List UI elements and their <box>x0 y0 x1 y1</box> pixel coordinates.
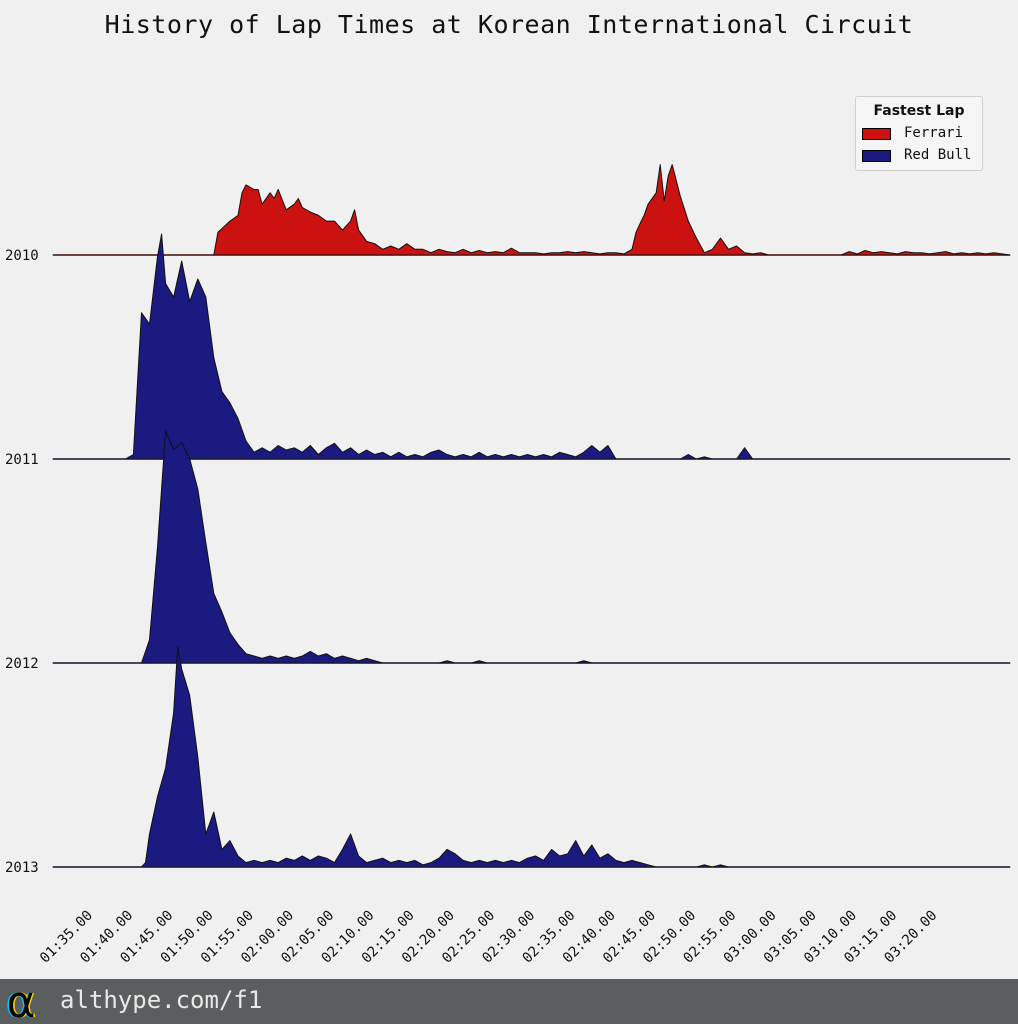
y-label-2012: 2012 <box>5 656 39 672</box>
svg-text:α: α <box>5 979 34 1024</box>
legend-label-ferrari: Ferrari <box>904 125 964 141</box>
area-2013 <box>52 646 1011 868</box>
legend-swatch-red-bull <box>862 150 891 162</box>
area-2012 <box>52 430 1011 664</box>
ridgeline-chart: 201020112012201301:35.0001:40.0001:45.00… <box>5 164 1011 967</box>
y-label-2011: 2011 <box>5 452 39 468</box>
legend: Fastest Lap Ferrari Red Bull <box>855 96 983 171</box>
althype-logo-icon: α α α <box>5 979 37 1024</box>
chart-title: History of Lap Times at Korean Internati… <box>104 10 914 39</box>
footer-bar: α α α althype.com/f1 <box>0 979 1018 1024</box>
area-2011 <box>52 233 1011 460</box>
svg-text:α: α <box>7 979 36 1024</box>
legend-label-red-bull: Red Bull <box>904 147 972 163</box>
legend-swatch-ferrari <box>862 128 891 140</box>
y-label-2010: 2010 <box>5 248 39 264</box>
legend-title: Fastest Lap <box>873 103 965 119</box>
area-2010 <box>52 164 1011 256</box>
y-label-2013: 2013 <box>5 860 39 876</box>
svg-text:α: α <box>8 979 37 1024</box>
footer-link[interactable]: althype.com/f1 <box>60 986 263 1014</box>
